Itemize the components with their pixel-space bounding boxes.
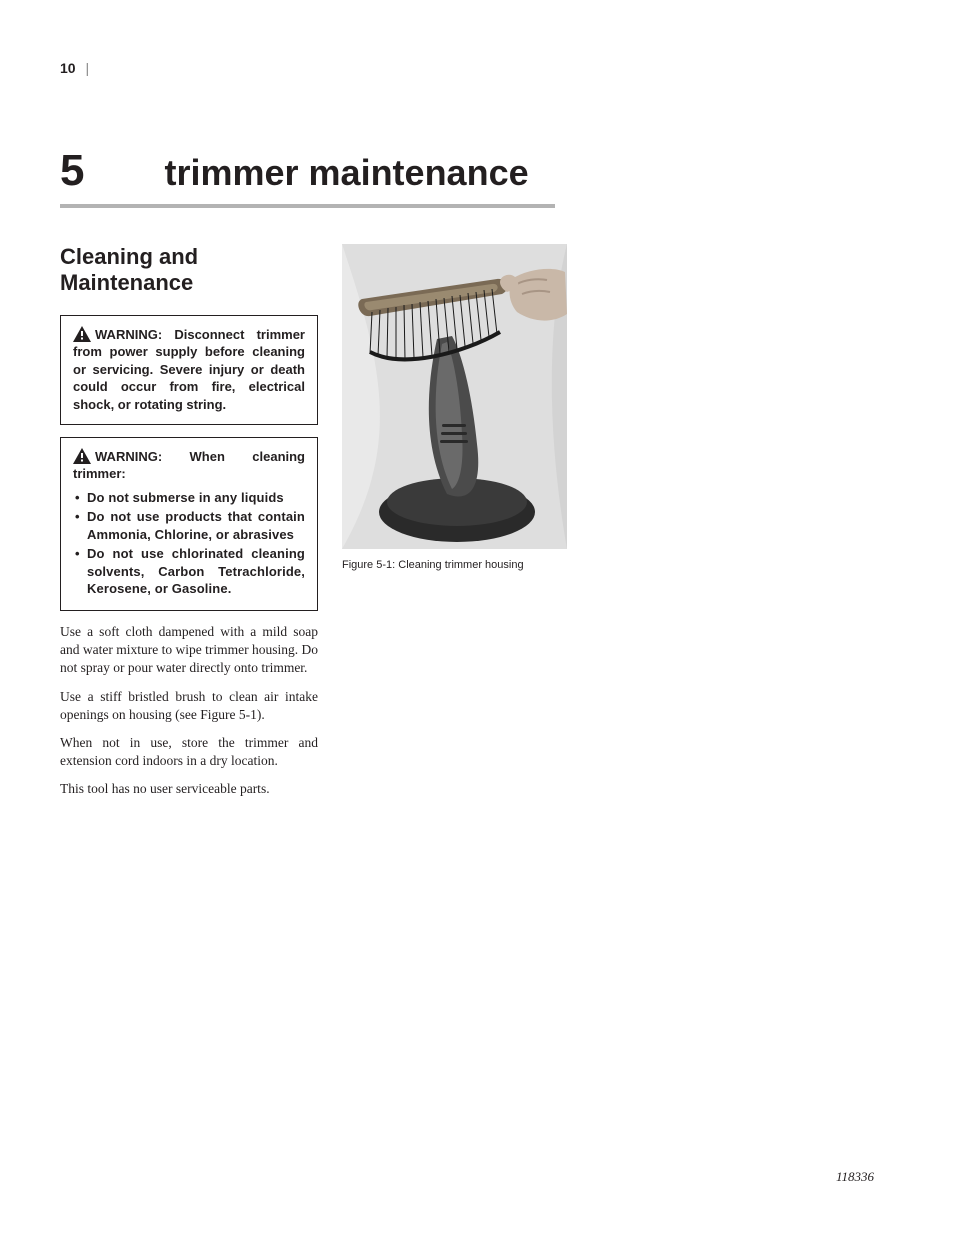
chapter-title-row: 5 trimmer maintenance <box>60 146 874 196</box>
warning-icon <box>73 448 91 464</box>
content-columns: Cleaning and Maintenance WARNING: Discon… <box>60 244 874 799</box>
section-heading: Cleaning and Maintenance <box>60 244 318 297</box>
chapter-rule <box>60 204 555 208</box>
page-header-pipe: | <box>85 60 89 76</box>
body-paragraph: When not in use, store the trimmer and e… <box>60 734 318 770</box>
figure-image <box>342 244 567 549</box>
document-number: 118336 <box>836 1169 874 1185</box>
figure-5-1: Figure 5-1: Cleaning trimmer housing <box>342 244 567 571</box>
body-paragraph: Use a soft cloth dampened with a mild so… <box>60 623 318 678</box>
page-number: 10 <box>60 60 76 76</box>
warning-box-1: WARNING: Disconnect trimmer from power s… <box>60 315 318 425</box>
warning-2-item: Do not submerse in any liquids <box>73 489 305 507</box>
chapter-number: 5 <box>60 146 84 196</box>
page: 10 | 5 trimmer maintenance Cleaning and … <box>0 0 954 1235</box>
warning-2-lead: WARNING: When cleaning trimmer: <box>73 449 305 482</box>
warning-2-item: Do not use chlorinated cleaning solvents… <box>73 545 305 598</box>
figure-caption: Figure 5-1: Cleaning trimmer housing <box>342 559 567 571</box>
warning-1-text: WARNING: Disconnect trimmer from power s… <box>73 327 305 412</box>
left-column: Cleaning and Maintenance WARNING: Discon… <box>60 244 318 799</box>
warning-2-item: Do not use products that contain Ammonia… <box>73 508 305 543</box>
body-paragraph: Use a stiff bristled brush to clean air … <box>60 688 318 724</box>
body-paragraph: This tool has no user serviceable parts. <box>60 780 318 798</box>
page-header: 10 | <box>60 60 874 76</box>
warning-box-2: WARNING: When cleaning trimmer: Do not s… <box>60 437 318 611</box>
warning-icon <box>73 326 91 342</box>
warning-2-list: Do not submerse in any liquids Do not us… <box>73 489 305 598</box>
right-column: Figure 5-1: Cleaning trimmer housing <box>342 244 567 571</box>
chapter-title: trimmer maintenance <box>164 152 528 194</box>
cleaning-trimmer-illustration <box>342 244 567 549</box>
